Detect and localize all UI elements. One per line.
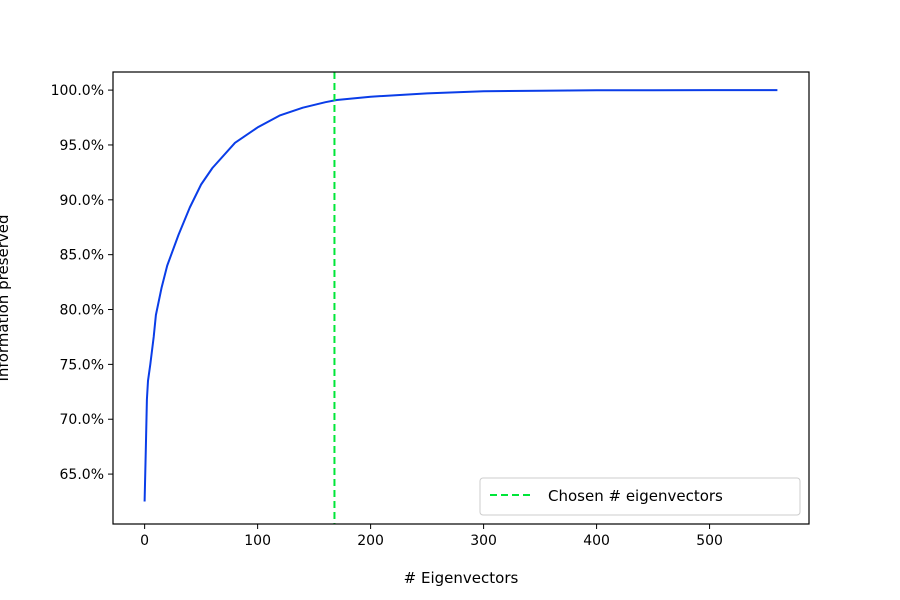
y-tick-label: 75.0% bbox=[60, 357, 104, 373]
x-tick-label: 100 bbox=[244, 533, 271, 549]
y-tick-label: 95.0% bbox=[60, 138, 104, 154]
x-tick-label: 400 bbox=[583, 533, 610, 549]
series-group bbox=[143, 72, 778, 524]
plot-area bbox=[113, 72, 809, 524]
x-axis-label: # Eigenvectors bbox=[404, 569, 519, 587]
x-tick-label: 300 bbox=[470, 533, 497, 549]
legend-label-chosen-eigenvectors: Chosen # eigenvectors bbox=[548, 487, 723, 505]
x-tick-label: 200 bbox=[357, 533, 384, 549]
y-tick-label: 90.0% bbox=[60, 193, 104, 209]
y-tick-label: 65.0% bbox=[60, 467, 104, 483]
plot-frame bbox=[112, 71, 810, 525]
y-axis-ticks: 65.0% 70.0% 75.0% 80.0% 85.0% 90.0% 95.0% 100.0… bbox=[51, 83, 113, 483]
x-tick-label: 0 bbox=[140, 533, 149, 549]
y-tick-label: 80.0% bbox=[60, 303, 104, 319]
y-tick-label: 70.0% bbox=[60, 412, 104, 428]
information-preserved-line bbox=[143, 89, 778, 502]
legend-box bbox=[479, 477, 801, 516]
legend: Chosen # eigenvectors bbox=[479, 477, 801, 516]
y-tick-label: 100.0% bbox=[51, 83, 104, 99]
x-tick-label: 500 bbox=[696, 533, 723, 549]
y-tick-label: 85.0% bbox=[60, 248, 104, 264]
x-axis-ticks: 0 100 200 300 400 500 bbox=[140, 524, 723, 549]
y-axis-label: Information preserved bbox=[0, 214, 12, 381]
